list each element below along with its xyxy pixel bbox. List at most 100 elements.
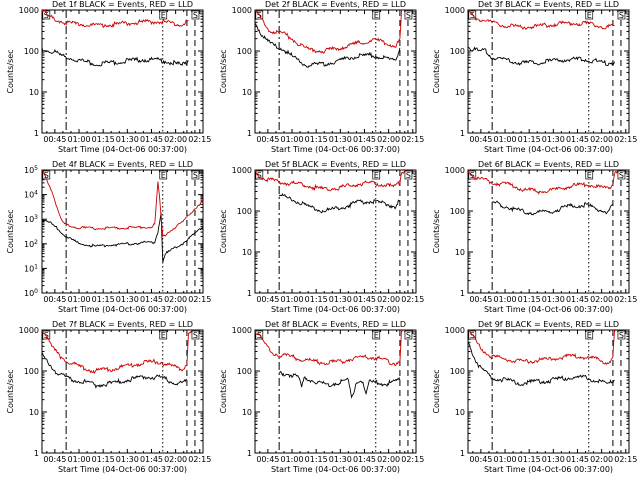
series-line-events [42, 46, 189, 67]
marker-label: S [257, 331, 262, 340]
marker-box [159, 170, 168, 180]
y-axis-label: Counts/sec [219, 369, 228, 413]
x-tick-label: 01:30 [329, 455, 352, 464]
x-tick-label: 02:15 [614, 135, 637, 144]
y-tick-label: 100 [24, 367, 39, 376]
plot-frame [254, 9, 417, 134]
x-axis-label: Start Time (04-Oct-06 00:37:00) [271, 465, 400, 474]
y-tick-label: 101 [24, 263, 38, 273]
x-tick-label: 00:45 [469, 135, 492, 144]
series-line-lld [468, 330, 618, 366]
y-axis-label: Counts/sec [432, 369, 441, 413]
y-tick-label: 1 [34, 129, 39, 138]
marker-label: S [44, 171, 49, 180]
y-tick-label: 100 [237, 207, 252, 216]
marker-box [617, 10, 626, 20]
plot-frame [41, 329, 204, 454]
x-tick-label: 01:45 [566, 295, 589, 304]
series-line-lld [468, 170, 619, 195]
x-tick-label: 01:00 [280, 295, 303, 304]
y-tick-label: 1000 [19, 6, 39, 15]
series-line-lld [255, 330, 405, 367]
marker-label: S [470, 11, 475, 20]
x-tick-label: 01:30 [116, 455, 139, 464]
x-tick-label: 01:30 [329, 295, 352, 304]
series-line-events [42, 352, 188, 389]
marker-label: S [619, 331, 624, 340]
y-tick-label: 1 [460, 129, 465, 138]
series-line-events [255, 23, 401, 69]
marker-label: S [193, 171, 198, 180]
marker-label: S [257, 171, 262, 180]
x-axis-label: Start Time (04-Oct-06 00:37:00) [58, 465, 187, 474]
y-axis-label: Counts/sec [6, 369, 15, 413]
y-tick-exponent: 5 [34, 165, 38, 172]
marker-box [372, 170, 381, 180]
y-axis-label: Counts/sec [219, 209, 228, 253]
marker-label: S [257, 11, 262, 20]
y-tick-label: 100 [237, 367, 252, 376]
y-tick-label: 1000 [232, 166, 252, 175]
chart-title: Det 8f BLACK = Events, RED = LLD [265, 320, 406, 329]
marker-label: S [619, 11, 624, 20]
y-tick-label: 100 [237, 47, 252, 56]
marker-label: E [374, 171, 379, 180]
x-tick-label: 02:00 [377, 135, 400, 144]
x-tick-label: 00:45 [43, 135, 66, 144]
y-tick-label: 1000 [19, 326, 39, 335]
chart-title: Det 9f BLACK = Events, RED = LLD [478, 320, 619, 329]
marker-label: E [587, 11, 592, 20]
y-tick-label: 1000 [445, 326, 465, 335]
x-tick-label: 00:45 [256, 135, 279, 144]
chart-panel-7: Det 7f BLACK = Events, RED = LLD 1 10 100 10… [6, 320, 211, 474]
x-tick-label: 01:00 [67, 135, 90, 144]
x-tick-label: 01:15 [305, 135, 328, 144]
marker-box [191, 330, 200, 340]
y-tick-exponent: 2 [34, 239, 38, 246]
y-tick-label: 1000 [232, 326, 252, 335]
x-tick-label: 01:45 [566, 455, 589, 464]
x-tick-label: 01:45 [140, 295, 163, 304]
plot-frame [41, 9, 204, 134]
y-tick-label: 102 [24, 239, 38, 249]
series-line-lld [42, 10, 189, 29]
y-axis-label: Counts/sec [6, 209, 15, 253]
x-tick-label: 02:15 [614, 455, 637, 464]
x-tick-label: 02:00 [164, 455, 187, 464]
y-tick-label: 1000 [232, 6, 252, 15]
x-tick-label: 02:15 [401, 455, 424, 464]
marker-box [255, 170, 264, 180]
marker-box [404, 170, 413, 180]
marker-box [255, 330, 264, 340]
marker-label: S [406, 11, 411, 20]
marker-box [617, 330, 626, 340]
x-tick-label: 01:00 [493, 455, 516, 464]
y-tick-label: 1 [460, 289, 465, 298]
x-tick-label: 00:45 [256, 295, 279, 304]
marker-box [468, 10, 477, 20]
x-tick-label: 01:00 [493, 135, 516, 144]
chart-panel-9: Det 9f BLACK = Events, RED = LLD 1 10 100 10… [432, 320, 637, 474]
x-tick-label: 00:45 [43, 455, 66, 464]
plot-frame [467, 169, 630, 294]
y-tick-label: 1000 [445, 6, 465, 15]
x-axis-label: Start Time (04-Oct-06 00:37:00) [484, 305, 613, 314]
y-tick-label: 10 [29, 88, 39, 97]
series-line-events [42, 212, 203, 263]
marker-box [617, 170, 626, 180]
plot-frame [467, 329, 630, 454]
marker-box [372, 10, 381, 20]
marker-label: E [161, 171, 166, 180]
marker-label: E [161, 331, 166, 340]
x-tick-label: 01:15 [518, 135, 541, 144]
y-tick-label: 100 [450, 47, 465, 56]
marker-box [372, 330, 381, 340]
x-tick-label: 01:00 [493, 295, 516, 304]
x-tick-label: 01:30 [329, 135, 352, 144]
y-tick-label: 10 [455, 248, 465, 257]
x-tick-label: 01:00 [280, 455, 303, 464]
x-tick-label: 01:45 [353, 135, 376, 144]
marker-box [159, 330, 168, 340]
marker-label: E [374, 11, 379, 20]
x-tick-label: 01:00 [67, 455, 90, 464]
